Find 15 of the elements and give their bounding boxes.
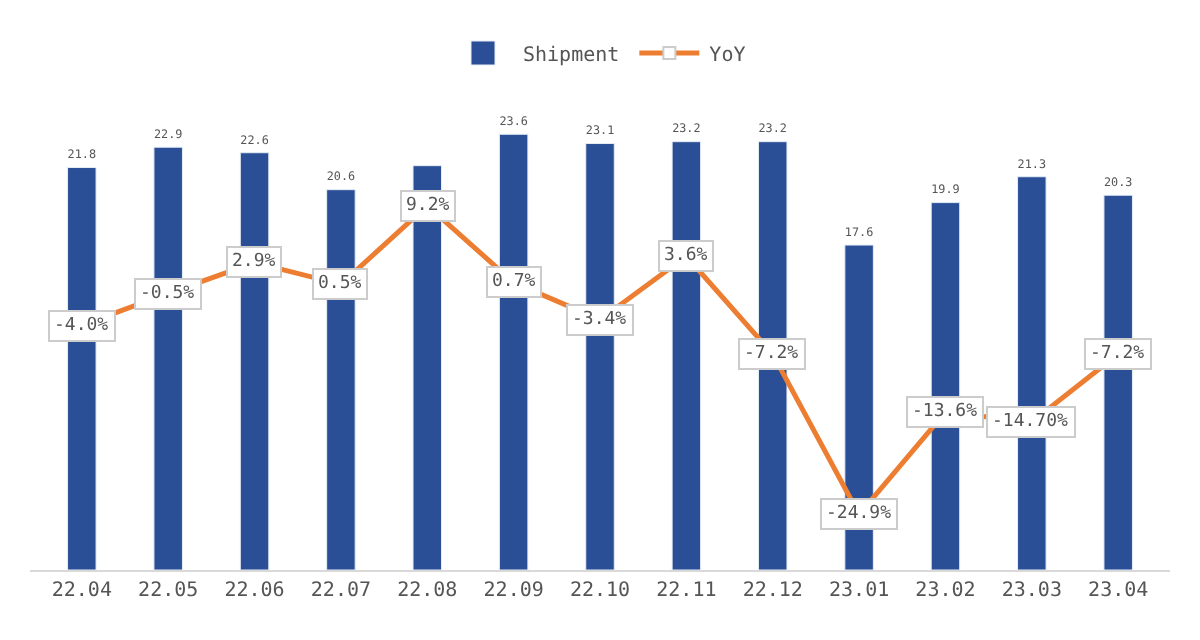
x-tick-label: 22.10 [569,580,631,602]
x-tick-label: 22.08 [397,580,458,602]
x-tick-label: 22.11 [656,580,717,602]
x-tick-label: 23.02 [915,580,976,602]
x-tick-label: 22.09 [483,580,544,602]
x-tick-label: 23.04 [1088,580,1149,602]
x-tick-label: 22.05 [138,580,199,602]
legend-label: YoY [709,44,746,67]
legend-label: Shipment [523,44,620,67]
x-tick-label: 22.07 [310,580,372,602]
x-tick-label: 23.03 [1001,580,1062,602]
x-tick-label: 22.12 [742,580,803,602]
x-tick-label: 22.04 [51,580,112,602]
x-tick-label: 22.06 [224,580,285,602]
x-tick-label: 23.01 [828,580,890,602]
